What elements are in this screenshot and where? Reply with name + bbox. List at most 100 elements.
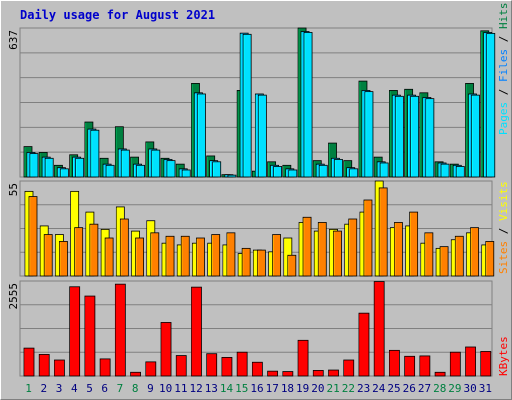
bar-pages xyxy=(425,98,435,178)
bar-sites xyxy=(28,196,38,277)
x-tick-label: 5 xyxy=(86,382,93,395)
bar-sites xyxy=(409,211,419,277)
bar-pages xyxy=(197,93,206,178)
bar-pages xyxy=(166,160,176,178)
bar-sites xyxy=(89,223,99,277)
bar-sites xyxy=(196,237,205,277)
bar-pages xyxy=(486,32,496,178)
bar-sites xyxy=(302,216,312,277)
bar-kbytes xyxy=(389,349,400,377)
legend: KBytes xyxy=(497,336,510,376)
x-tick-label: 15 xyxy=(235,382,248,395)
bar-sites xyxy=(454,235,464,277)
bar-pages xyxy=(212,161,222,178)
x-tick-label: 24 xyxy=(372,382,386,395)
legend-item-files: Files xyxy=(497,49,510,82)
bar-pages xyxy=(242,33,252,178)
bar-kbytes xyxy=(358,312,370,377)
x-tick-label: 7 xyxy=(117,382,124,395)
y-max-label: 637 xyxy=(7,30,20,50)
bar-sites xyxy=(333,230,342,277)
bar-sites xyxy=(439,246,449,277)
bar-kbytes xyxy=(38,354,50,377)
bar-pages xyxy=(60,168,69,178)
bar-sites xyxy=(165,235,175,277)
bar-kbytes xyxy=(99,358,111,377)
legend-item-pages: Pages xyxy=(497,102,510,135)
bar-kbytes xyxy=(404,355,416,377)
bar-kbytes xyxy=(267,370,279,377)
bar-kbytes xyxy=(251,361,263,377)
x-tick-label: 10 xyxy=(159,382,172,395)
legend-item-visits: Visits xyxy=(497,181,510,221)
bar-kbytes xyxy=(312,370,324,377)
bar-kbytes xyxy=(434,371,446,377)
bar-pages xyxy=(273,166,283,178)
legend-separator: / xyxy=(497,29,510,49)
bar-kbytes xyxy=(191,286,202,377)
bar-pages xyxy=(364,91,374,178)
x-tick-label: 8 xyxy=(132,382,139,395)
bar-sites xyxy=(180,235,190,277)
x-tick-label: 9 xyxy=(147,382,154,395)
x-tick-label: 20 xyxy=(311,382,324,395)
x-tick-label: 4 xyxy=(71,382,78,395)
bar-kbytes xyxy=(175,355,187,377)
bar-sites xyxy=(424,232,434,277)
x-tick-label: 14 xyxy=(220,382,234,395)
bar-kbytes xyxy=(328,369,339,377)
bar-pages xyxy=(257,94,267,178)
bar-pages xyxy=(90,129,100,178)
legend-item-kbytes: KBytes xyxy=(497,336,510,376)
bar-sites xyxy=(119,218,129,277)
x-tick-label: 6 xyxy=(101,382,108,395)
bar-pages xyxy=(75,157,85,178)
bar-sites xyxy=(226,232,236,277)
bar-kbytes xyxy=(221,357,233,377)
x-tick-label: 16 xyxy=(250,382,263,395)
bar-sites xyxy=(394,222,403,277)
bar-pages xyxy=(136,164,145,178)
x-tick-label: 13 xyxy=(205,382,218,395)
legend-separator: / xyxy=(497,221,510,241)
bar-kbytes xyxy=(145,361,157,377)
x-tick-label: 12 xyxy=(189,382,202,395)
bar-kbytes xyxy=(84,295,96,377)
bar-kbytes xyxy=(465,346,476,377)
x-tick-label: 22 xyxy=(342,382,355,395)
x-tick-label: 21 xyxy=(327,382,340,395)
bar-sites xyxy=(74,227,84,277)
bar-kbytes xyxy=(282,371,294,377)
x-tick-label: 17 xyxy=(266,382,279,395)
bar-pages xyxy=(151,149,161,178)
bar-kbytes xyxy=(114,283,126,377)
bar-kbytes xyxy=(206,353,218,377)
bar-sites xyxy=(272,234,282,277)
legend-item-hits: Hits xyxy=(497,3,510,30)
bar-pages xyxy=(105,164,115,178)
bar-kbytes xyxy=(130,371,141,377)
legend: Sites / Visits xyxy=(497,181,510,274)
bar-pages xyxy=(379,162,389,178)
bar-sites xyxy=(104,237,114,277)
x-tick-label: 29 xyxy=(448,382,461,395)
x-tick-label: 26 xyxy=(403,382,416,395)
bar-sites xyxy=(135,237,144,277)
bar-pages xyxy=(349,168,359,178)
bar-pages xyxy=(29,153,39,178)
bar-kbytes xyxy=(419,355,431,377)
bar-kbytes xyxy=(449,351,461,377)
x-tick-label: 30 xyxy=(464,382,477,395)
x-tick-label: 27 xyxy=(418,382,431,395)
x-tick-label: 1 xyxy=(25,382,32,395)
bar-pages xyxy=(303,32,313,178)
page-title: Daily usage for August 2021 xyxy=(20,8,216,22)
x-tick-label: 11 xyxy=(174,382,187,395)
bar-pages xyxy=(440,163,450,178)
y-max-label: 2555 xyxy=(7,283,20,310)
legend: Pages / Files / Hits xyxy=(497,3,510,136)
bar-sites xyxy=(241,247,251,277)
bar-pages xyxy=(318,164,328,178)
x-tick-label: 28 xyxy=(433,382,446,395)
bar-pages xyxy=(455,166,465,178)
